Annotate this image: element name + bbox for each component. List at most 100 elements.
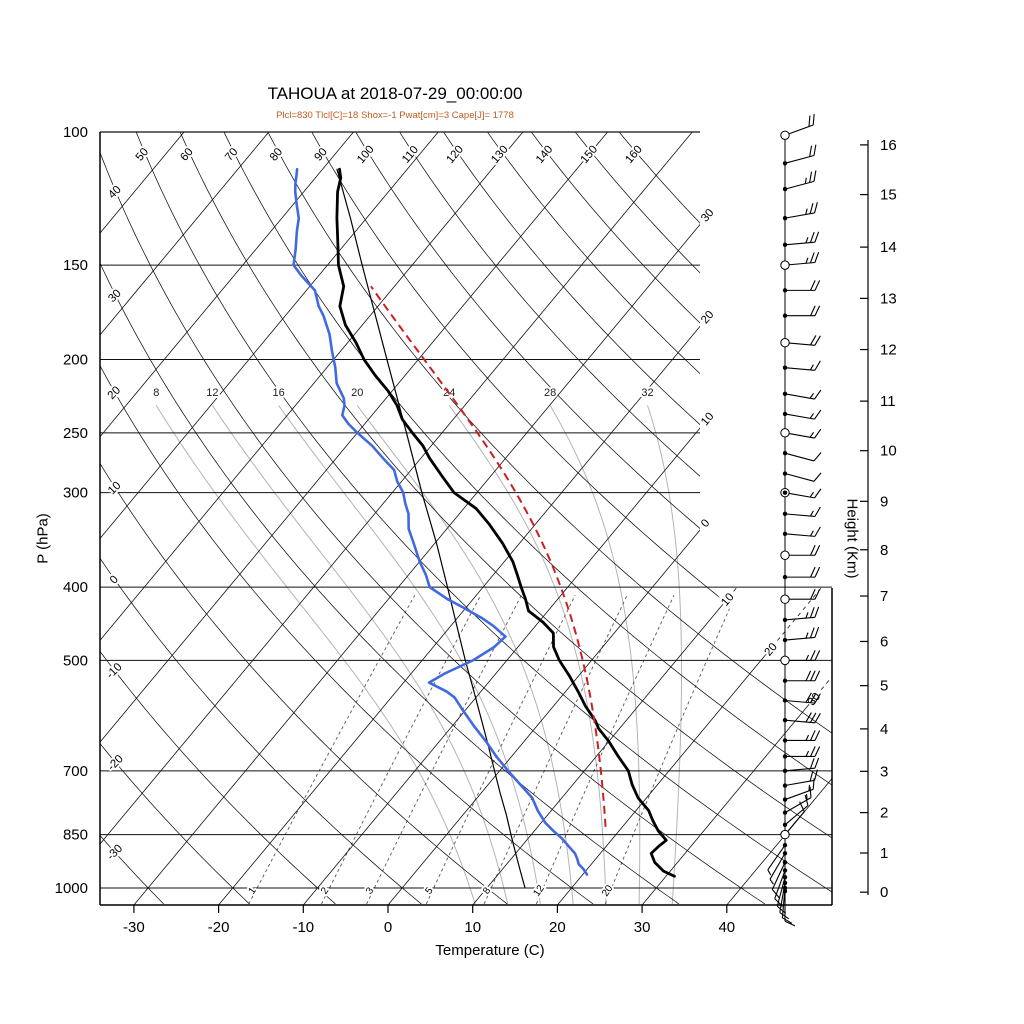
wind-barb bbox=[782, 202, 818, 221]
moist-adiabat bbox=[356, 405, 574, 905]
svg-text:20: 20 bbox=[549, 919, 566, 936]
wind-level-dot bbox=[782, 471, 788, 476]
wind-barb bbox=[782, 769, 818, 788]
dry-adiabat bbox=[223, 132, 832, 905]
svg-text:16: 16 bbox=[880, 137, 897, 154]
wind-level-dot bbox=[782, 288, 788, 293]
svg-text:10: 10 bbox=[464, 919, 481, 936]
dry-adiabat bbox=[100, 132, 250, 905]
isotherm bbox=[100, 132, 524, 905]
wind-barb bbox=[781, 885, 793, 924]
wind-level-dot bbox=[782, 797, 788, 802]
wind-level-dot bbox=[782, 754, 788, 759]
dry-adiabat bbox=[136, 132, 832, 905]
wind-level-dot bbox=[782, 637, 788, 643]
moist-adiabat bbox=[211, 405, 509, 905]
svg-text:40: 40 bbox=[718, 919, 735, 936]
wind-level-circle bbox=[780, 550, 790, 560]
svg-text:12: 12 bbox=[880, 342, 897, 359]
svg-text:0: 0 bbox=[108, 574, 121, 587]
svg-text:-20: -20 bbox=[208, 919, 230, 936]
dry-adiabat bbox=[531, 132, 832, 905]
wind-barb bbox=[769, 851, 788, 885]
svg-text:6: 6 bbox=[880, 634, 888, 651]
wind-barb bbox=[782, 144, 817, 166]
wind-barb bbox=[780, 335, 821, 348]
wind-level-circle bbox=[780, 829, 790, 840]
wind-barb bbox=[782, 712, 821, 724]
svg-text:30: 30 bbox=[634, 919, 651, 936]
dry-adiabat bbox=[179, 132, 832, 905]
wind-level-dot bbox=[782, 868, 788, 873]
isotherm bbox=[726, 132, 832, 905]
wind-level-dot bbox=[782, 843, 788, 848]
svg-text:2: 2 bbox=[880, 805, 888, 822]
wind-level-dot bbox=[782, 678, 788, 683]
wind-barb bbox=[780, 428, 822, 439]
isotherm bbox=[100, 132, 270, 905]
wind-barb bbox=[782, 450, 822, 462]
mixing-ratio-line bbox=[604, 595, 736, 905]
wind-barb bbox=[782, 526, 821, 537]
svg-text:13: 13 bbox=[880, 290, 897, 307]
wind-barb bbox=[780, 589, 821, 604]
svg-text:90: 90 bbox=[312, 146, 329, 164]
svg-text:-10: -10 bbox=[104, 661, 124, 681]
svg-text:100: 100 bbox=[63, 124, 88, 141]
svg-text:16: 16 bbox=[272, 387, 284, 399]
sounding-curves bbox=[292, 167, 676, 889]
wind-barb bbox=[782, 409, 822, 420]
wind-level-circle bbox=[780, 338, 790, 348]
wind-barb bbox=[782, 360, 821, 371]
isotherm bbox=[641, 132, 832, 905]
wind-level-dot bbox=[782, 738, 788, 743]
isotherm bbox=[557, 132, 832, 905]
wind-barb bbox=[782, 889, 796, 927]
wind-barb bbox=[782, 778, 815, 802]
wind-barb bbox=[780, 650, 821, 666]
dry-adiabat bbox=[487, 132, 832, 905]
wind-level-dot bbox=[782, 889, 788, 894]
dry-adiabat bbox=[100, 132, 164, 905]
wind-level-dot bbox=[782, 215, 788, 221]
wind-level-circle bbox=[780, 130, 790, 140]
chart-parameters-line: Plcl=830 Tlcl[C]=18 Shox=-1 Pwat[cm]=3 C… bbox=[276, 110, 514, 121]
svg-text:120: 120 bbox=[445, 144, 467, 166]
svg-text:28: 28 bbox=[544, 387, 556, 399]
svg-text:40: 40 bbox=[106, 184, 124, 202]
wind-barb bbox=[782, 757, 820, 774]
skewt-background bbox=[0, 132, 832, 905]
svg-text:3: 3 bbox=[880, 763, 888, 780]
wind-level-dot bbox=[782, 161, 788, 166]
wind-barb-column bbox=[767, 114, 822, 927]
svg-text:20: 20 bbox=[600, 883, 616, 899]
svg-text:5: 5 bbox=[880, 678, 888, 695]
dewpoint-curve bbox=[292, 167, 589, 876]
isotherm bbox=[100, 132, 693, 905]
wind-level-dot bbox=[782, 698, 788, 703]
wind-barb bbox=[782, 566, 821, 580]
wind-level-dot bbox=[782, 242, 788, 248]
isotherm bbox=[0, 132, 99, 905]
svg-text:-10: -10 bbox=[292, 919, 314, 936]
dry-adiabat bbox=[575, 132, 832, 905]
svg-text:150: 150 bbox=[63, 257, 88, 274]
secondary-curve bbox=[336, 168, 526, 889]
svg-text:130: 130 bbox=[489, 144, 511, 166]
wind-level-dot bbox=[782, 880, 788, 886]
wind-barb bbox=[780, 545, 821, 560]
wind-barb bbox=[782, 794, 809, 827]
wind-barb bbox=[782, 471, 822, 482]
wind-barb bbox=[782, 170, 817, 192]
svg-text:20: 20 bbox=[699, 309, 716, 327]
moist-adiabat bbox=[647, 405, 683, 904]
svg-text:1: 1 bbox=[880, 845, 888, 862]
svg-text:12: 12 bbox=[531, 883, 547, 899]
svg-text:8: 8 bbox=[153, 387, 159, 399]
wind-level-dot bbox=[782, 860, 788, 865]
wind-barb bbox=[782, 606, 820, 623]
wind-level-dot bbox=[782, 186, 788, 192]
svg-text:400: 400 bbox=[63, 579, 88, 596]
